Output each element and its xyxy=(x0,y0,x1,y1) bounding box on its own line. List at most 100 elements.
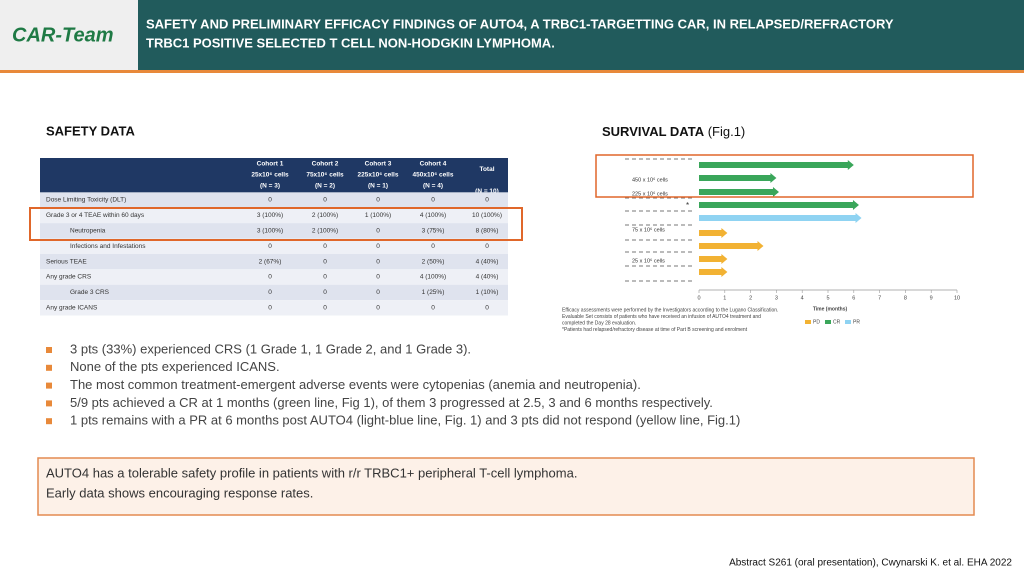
x-tick-label: 7 xyxy=(878,295,881,301)
conclusion: AUTO4 has a tolerable safety profile in … xyxy=(46,465,577,480)
marker: * xyxy=(686,201,689,210)
arrowhead xyxy=(847,160,854,170)
row-label: Any grade ICANS xyxy=(46,305,98,312)
logo-box xyxy=(0,0,138,72)
table-cell: 0 xyxy=(376,197,380,204)
column-header: (N = 10) xyxy=(475,188,499,195)
group-label: 75 x 10⁶ cells xyxy=(632,226,665,233)
bar xyxy=(699,175,772,181)
arrowhead xyxy=(721,228,728,238)
row-label: Any grade CRS xyxy=(46,274,92,281)
legend-swatch xyxy=(825,320,831,324)
footnote: *Patients had relapsed/refractory diseas… xyxy=(562,327,748,333)
highlight-box xyxy=(29,207,523,241)
table-cell: 4 (40%) xyxy=(476,274,499,281)
table-cell: 8 (80%) xyxy=(476,228,499,235)
bar xyxy=(699,215,857,221)
x-tick-label: 0 xyxy=(697,295,700,301)
group-label: 25 x 10⁶ cells xyxy=(632,257,665,264)
column-header: Total xyxy=(479,166,494,173)
table-cell: 0 xyxy=(431,305,435,312)
x-tick-label: 8 xyxy=(904,295,907,301)
table-cell: 0 xyxy=(376,289,380,296)
arrowhead xyxy=(772,187,779,197)
table-cell: 0 xyxy=(376,243,380,250)
arrowhead xyxy=(721,254,728,264)
table-cell: 10 (100%) xyxy=(472,212,502,219)
table-cell: 0 xyxy=(323,243,327,250)
column-header: 75x10⁶ cells xyxy=(306,172,344,179)
column-header: Cohort 2 xyxy=(312,161,339,168)
x-tick-label: 5 xyxy=(826,295,829,301)
table-cell: 0 xyxy=(323,197,327,204)
table-cell: 2 (100%) xyxy=(312,212,338,219)
highlight-box xyxy=(595,154,974,198)
x-tick-label: 9 xyxy=(930,295,933,301)
table-cell: 0 xyxy=(485,305,489,312)
table-cell: 0 xyxy=(431,243,435,250)
table-cell: 0 xyxy=(431,197,435,204)
x-tick-label: 3 xyxy=(775,295,778,301)
row-label: Infections and Infestations xyxy=(70,243,146,250)
bar xyxy=(699,269,723,275)
section-title: SURVIVAL DATA (Fig.1) xyxy=(602,124,745,139)
column-header: (N = 1) xyxy=(368,183,388,190)
row-label: Grade 3 or 4 TEAE within 60 days xyxy=(46,212,145,219)
table-row xyxy=(40,207,508,224)
table-cell: 0 xyxy=(268,197,272,204)
section-title: SAFETY DATA xyxy=(46,123,135,138)
logo: CAR-Team xyxy=(12,24,114,46)
bullet-text: 3 pts (33%) experienced CRS (1 Grade 1, … xyxy=(70,341,471,356)
table-cell: 0 xyxy=(268,289,272,296)
header-rule xyxy=(0,70,1024,73)
bar xyxy=(699,243,759,249)
row-label: Grade 3 CRS xyxy=(70,289,110,296)
bar xyxy=(699,189,774,195)
title: TRBC1 POSITIVE SELECTED T CELL NON-HODGK… xyxy=(146,35,555,50)
column-header: (N = 4) xyxy=(423,183,443,190)
table-cell: 4 (100%) xyxy=(420,274,446,281)
table-cell: 2 (100%) xyxy=(312,228,338,235)
table-cell: 0 xyxy=(376,274,380,281)
bullet-text: None of the pts experienced ICANS. xyxy=(70,359,280,374)
table-cell: 0 xyxy=(376,228,380,235)
conclusion: Early data shows encouraging response ra… xyxy=(46,485,313,500)
footnote: completed the Day 28 evaluation. xyxy=(562,320,636,326)
x-tick-label: 6 xyxy=(852,295,855,301)
table-cell: 1 (100%) xyxy=(365,212,391,219)
bullet-text: 5/9 pts achieved a CR at 1 months (green… xyxy=(70,395,713,410)
table-cell: 3 (100%) xyxy=(257,228,283,235)
x-tick-label: 10 xyxy=(954,295,960,301)
legend-label: PD xyxy=(813,319,820,325)
footnote: Efficacy assessments were performed by t… xyxy=(562,307,778,313)
arrowhead xyxy=(770,173,777,183)
bullet-icon xyxy=(46,418,52,425)
x-axis-label: Time (months) xyxy=(813,306,848,312)
column-header: 225x10⁶ cells xyxy=(358,172,399,179)
bar xyxy=(699,230,723,236)
table-cell: 0 xyxy=(376,258,380,265)
bullet-icon xyxy=(46,347,52,353)
arrowhead xyxy=(721,267,728,277)
table-row xyxy=(40,223,508,239)
column-header: Cohort 4 xyxy=(420,161,447,168)
x-tick-label: 1 xyxy=(723,295,726,301)
column-header: 25x10⁶ cells xyxy=(251,172,289,179)
table-row xyxy=(40,300,508,316)
x-tick-label: 4 xyxy=(801,295,804,301)
arrowhead xyxy=(855,213,862,223)
bar xyxy=(699,202,854,208)
legend-swatch xyxy=(845,320,851,324)
table-row xyxy=(40,269,508,285)
table-row xyxy=(40,284,508,301)
row-label: Serious TEAE xyxy=(46,258,87,265)
table-cell: 0 xyxy=(323,258,327,265)
bullet-icon xyxy=(46,364,52,371)
table-cell: 0 xyxy=(376,305,380,312)
conclusion-box xyxy=(37,457,975,516)
footnote: Evaluable Set consists of patients who h… xyxy=(562,314,761,320)
section-title: SURVIVAL DATA xyxy=(602,124,705,139)
bar xyxy=(699,256,723,262)
